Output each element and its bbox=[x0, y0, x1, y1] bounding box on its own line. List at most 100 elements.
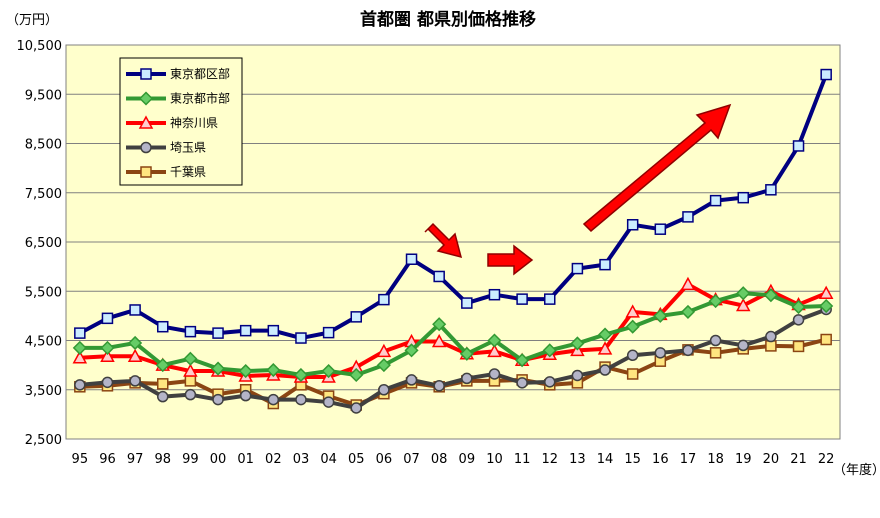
right-arrow-annotation bbox=[487, 244, 534, 276]
data-point bbox=[349, 367, 364, 383]
data-point bbox=[737, 339, 749, 352]
data-point bbox=[210, 361, 226, 376]
data-point bbox=[735, 297, 751, 312]
series-group bbox=[72, 68, 834, 414]
data-point bbox=[820, 333, 832, 346]
data-point bbox=[516, 293, 528, 305]
y-tick-label: 6,500 bbox=[25, 236, 62, 251]
data-point bbox=[461, 372, 473, 385]
data-point bbox=[378, 293, 390, 306]
data-point bbox=[820, 68, 832, 81]
x-tick-label: 13 bbox=[569, 452, 586, 467]
data-point bbox=[127, 348, 143, 363]
data-point bbox=[709, 334, 722, 347]
data-point bbox=[487, 343, 502, 358]
data-point bbox=[599, 364, 611, 376]
data-point bbox=[737, 191, 749, 204]
data-point bbox=[682, 211, 694, 223]
data-point bbox=[239, 324, 252, 337]
x-tick-label: 95 bbox=[72, 452, 89, 467]
data-point bbox=[765, 330, 777, 343]
y-axis-ticks: 2,500 3,500 4,500 5,500 6,500 7,500 8,500 9,500… bbox=[17, 39, 63, 448]
legend-label: 埼玉県 bbox=[170, 141, 206, 155]
legend-label: 千葉県 bbox=[170, 165, 206, 179]
x-tick-label: 17 bbox=[680, 452, 697, 467]
data-point bbox=[488, 368, 501, 380]
y-tick-label: 3,500 bbox=[25, 384, 62, 399]
data-point bbox=[516, 377, 528, 389]
x-tick-label: 02 bbox=[265, 452, 282, 467]
data-point bbox=[157, 390, 169, 403]
y-tick-label: 7,500 bbox=[25, 187, 62, 202]
legend-marker bbox=[140, 166, 152, 178]
data-point bbox=[765, 184, 777, 196]
data-point bbox=[597, 327, 613, 342]
data-point bbox=[709, 347, 722, 359]
data-point bbox=[626, 219, 639, 231]
data-point bbox=[763, 288, 778, 303]
data-point bbox=[184, 325, 197, 338]
data-point bbox=[350, 311, 362, 323]
data-point bbox=[183, 363, 198, 377]
data-point bbox=[708, 294, 723, 309]
x-tick-label: 21 bbox=[790, 452, 807, 467]
x-axis-ticks: 95 96 97 98 99 00 01 02 03 04 05 06 07 08 09 10 11 12 13 14… bbox=[72, 452, 835, 467]
data-point bbox=[129, 304, 141, 316]
series-line bbox=[79, 282, 827, 379]
data-point bbox=[570, 336, 585, 351]
data-point bbox=[74, 379, 86, 391]
x-tick-label: 22 bbox=[818, 452, 835, 467]
data-point bbox=[626, 349, 639, 362]
data-point bbox=[625, 304, 640, 318]
x-tick-label: 98 bbox=[154, 452, 171, 467]
x-tick-label: 96 bbox=[99, 452, 116, 467]
data-point bbox=[322, 396, 335, 408]
legend-label: 神奈川県 bbox=[170, 116, 218, 130]
legend-marker bbox=[138, 115, 154, 129]
data-point bbox=[599, 258, 611, 271]
data-point bbox=[184, 375, 197, 387]
x-tick-label: 12 bbox=[541, 452, 558, 467]
data-point bbox=[431, 333, 447, 348]
x-tick-label: 06 bbox=[376, 452, 393, 467]
legend-marker bbox=[140, 141, 152, 154]
x-tick-label: 14 bbox=[597, 452, 614, 467]
data-point bbox=[461, 297, 473, 309]
legend-label: 東京都区部 bbox=[170, 66, 230, 81]
data-point bbox=[101, 312, 114, 325]
x-tick-label: 11 bbox=[514, 452, 531, 467]
data-point bbox=[295, 393, 307, 406]
data-point bbox=[680, 304, 696, 319]
data-point bbox=[765, 340, 777, 352]
x-tick-label: 07 bbox=[403, 452, 420, 467]
series-3 bbox=[74, 303, 832, 414]
data-point bbox=[72, 350, 88, 364]
y-tick-label: 4,500 bbox=[25, 335, 62, 350]
y-tick-label: 9,500 bbox=[25, 88, 62, 103]
data-point bbox=[404, 343, 419, 358]
data-point bbox=[819, 298, 834, 314]
data-point bbox=[157, 320, 169, 333]
data-point bbox=[488, 288, 501, 301]
data-point bbox=[818, 285, 834, 299]
data-point bbox=[239, 389, 252, 402]
data-point bbox=[212, 327, 224, 339]
data-point bbox=[295, 332, 307, 344]
legend-label: 東京都市部 bbox=[170, 91, 230, 106]
x-tick-label: 00 bbox=[210, 452, 227, 467]
data-point bbox=[544, 376, 556, 388]
data-point bbox=[238, 363, 253, 379]
data-point bbox=[212, 393, 224, 406]
y-tick-label: 5,500 bbox=[25, 285, 62, 300]
data-point bbox=[267, 393, 280, 406]
data-point bbox=[100, 348, 115, 363]
data-point bbox=[791, 299, 806, 315]
data-point bbox=[321, 363, 336, 379]
data-point bbox=[101, 376, 114, 389]
data-point bbox=[129, 375, 141, 387]
data-point bbox=[405, 374, 418, 386]
chart-title: 首都圏 都県別価格推移 bbox=[360, 9, 536, 30]
x-tick-label: 99 bbox=[182, 452, 199, 467]
